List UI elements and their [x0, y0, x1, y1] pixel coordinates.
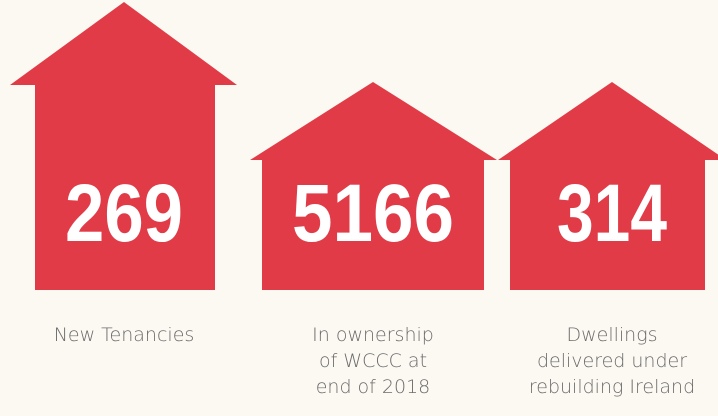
- house-label: end of 2018: [316, 376, 431, 398]
- house-number: 269: [65, 168, 183, 259]
- house-label: New Tenancies: [54, 324, 195, 346]
- house-number: 314: [557, 168, 667, 259]
- house-label: In ownership: [312, 324, 434, 346]
- house: 5166 In ownership of WCCC at end of 2018: [250, 82, 497, 398]
- house-shape: [250, 82, 497, 290]
- house-shape: [498, 82, 718, 290]
- house: 314 Dwellings delivered under rebuilding Ir…: [498, 82, 718, 398]
- houses: 269 New Tenancies 5166 In ownership of WCCC …: [10, 2, 718, 398]
- house-label: rebuilding Ireland: [529, 376, 695, 398]
- house-label: of WCCC at: [319, 350, 427, 372]
- house-label: Dwellings: [566, 324, 657, 346]
- house-shape: [10, 2, 237, 290]
- house: 269 New Tenancies: [10, 2, 237, 346]
- house-number: 5166: [292, 168, 454, 259]
- house-label: delivered under: [537, 350, 687, 372]
